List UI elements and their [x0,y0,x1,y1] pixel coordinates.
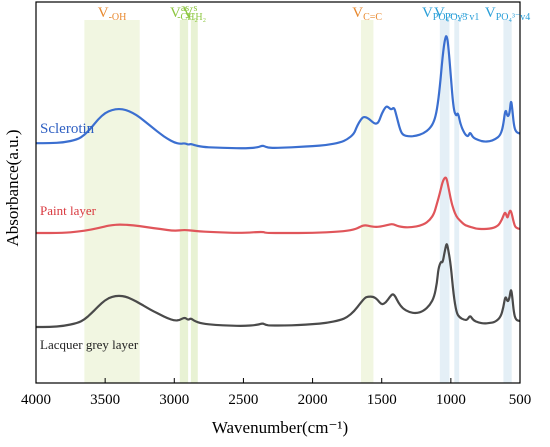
plot-border [35,1,521,384]
band-4 [439,20,450,383]
x-tick-label: 1500 [367,392,397,408]
series-label-sclerotin: Sclerotin [40,121,95,137]
band-5 [454,20,460,383]
x-tick-label: 2500 [228,392,258,408]
series-label-paint-layer: Paint layer [40,203,97,218]
band-label-5: VPO₄³⁻v1 [434,5,479,23]
x-axis-ticks: 4000 3500 3000 2500 2000 1500 1000 500 [21,378,531,408]
band-3 [360,20,374,383]
x-tick-label: 1000 [436,392,466,408]
band-2 [190,20,198,383]
x-tick-label: 500 [509,392,532,408]
band-label-1: Vas -CH₂ [170,3,198,23]
x-tick-label: 3500 [90,392,120,408]
plot-frame [35,1,521,384]
band-label-2: Vs -CH₂ [183,3,206,23]
series-line-sclerotin [36,35,521,150]
band-label-4: VPO₄³⁻v3 [422,5,467,23]
series-label-lacquer-grey-layer: Lacquer grey layer [40,337,139,352]
x-tick-label: 4000 [21,392,51,408]
series-labels: Sclerotin Paint layer Lacquer grey layer [40,121,139,352]
band-1 [179,20,189,383]
band-0 [84,20,140,383]
band-label-0: V-OH [98,5,127,23]
band-highlights [84,20,512,383]
x-axis-label: Wavenumber(cm⁻¹) [212,418,348,437]
x-tick-label: 2000 [298,392,328,408]
series-line-lacquer-grey-layer [36,243,521,329]
y-axis-label: Absorbance(a.u.) [3,129,22,246]
x-tick-label: 3000 [159,392,189,408]
band-6 [503,20,512,383]
band-label-6: VPO₄³⁻v4 [485,5,530,23]
band-label-3: VC=C [352,5,382,23]
series-line-paint-layer [36,176,521,235]
spectra-lines [36,35,521,329]
